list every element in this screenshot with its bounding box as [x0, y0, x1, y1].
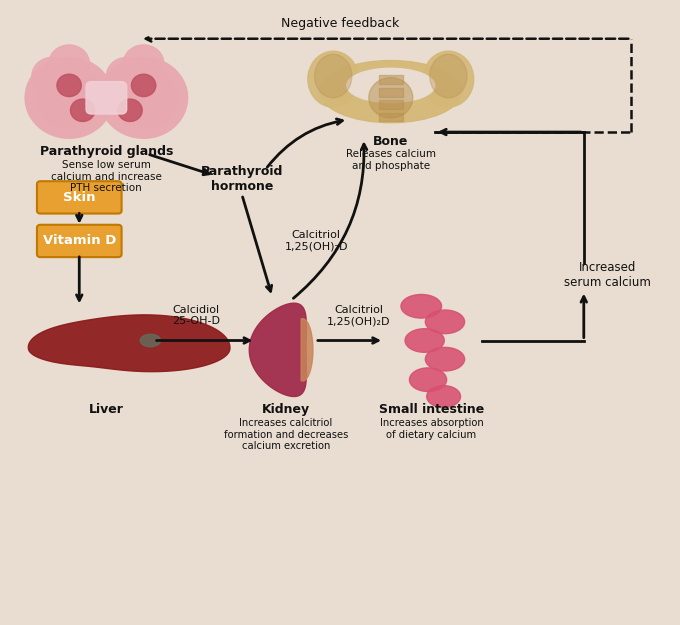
Circle shape: [71, 99, 95, 121]
Text: Releases calcium
and phosphate: Releases calcium and phosphate: [346, 149, 436, 171]
Ellipse shape: [401, 294, 441, 318]
Ellipse shape: [409, 368, 447, 391]
Bar: [379, 76, 403, 84]
Circle shape: [118, 99, 142, 121]
Ellipse shape: [140, 334, 160, 347]
Circle shape: [109, 67, 177, 129]
Circle shape: [49, 45, 90, 82]
Circle shape: [32, 58, 73, 95]
Text: Increased
serum calcium: Increased serum calcium: [564, 261, 651, 289]
Text: Parathyroid
hormone: Parathyroid hormone: [201, 165, 283, 192]
Text: Liver: Liver: [89, 402, 124, 416]
Text: Sense low serum
calcium and increase
PTH secretion: Sense low serum calcium and increase PTH…: [51, 160, 162, 193]
Circle shape: [106, 58, 147, 95]
Ellipse shape: [320, 61, 462, 122]
FancyBboxPatch shape: [37, 225, 122, 257]
Ellipse shape: [423, 51, 474, 107]
Ellipse shape: [315, 54, 352, 98]
Text: Small intestine: Small intestine: [379, 402, 484, 416]
Text: Calcidiol
25-OH-D: Calcidiol 25-OH-D: [173, 305, 220, 326]
Text: Bone: Bone: [373, 135, 409, 148]
Ellipse shape: [405, 329, 444, 352]
Text: Skin: Skin: [63, 191, 95, 204]
Text: Calcitriol
1,25(OH)₂D: Calcitriol 1,25(OH)₂D: [327, 305, 391, 326]
Circle shape: [57, 74, 82, 97]
Text: Parathyroid glands: Parathyroid glands: [39, 144, 173, 158]
Text: Increases calcitriol
formation and decreases
calcium excretion: Increases calcitriol formation and decre…: [224, 418, 348, 451]
Circle shape: [99, 58, 188, 138]
Polygon shape: [301, 319, 313, 381]
Bar: [379, 112, 403, 121]
FancyBboxPatch shape: [37, 181, 122, 214]
Text: Increases absorption
of dietary calcium: Increases absorption of dietary calcium: [379, 418, 483, 440]
Ellipse shape: [425, 348, 464, 371]
Ellipse shape: [347, 68, 435, 102]
Ellipse shape: [308, 51, 358, 107]
Ellipse shape: [425, 310, 464, 334]
Bar: [379, 88, 403, 97]
Text: Calcitriol
1,25(OH)₂D: Calcitriol 1,25(OH)₂D: [284, 230, 348, 252]
Ellipse shape: [430, 54, 467, 98]
Circle shape: [25, 58, 113, 138]
Ellipse shape: [369, 78, 413, 118]
Polygon shape: [250, 303, 307, 396]
Bar: [379, 101, 403, 109]
Ellipse shape: [426, 386, 460, 408]
Polygon shape: [29, 315, 230, 372]
Text: Kidney: Kidney: [262, 402, 310, 416]
Text: Vitamin D: Vitamin D: [43, 234, 116, 248]
FancyBboxPatch shape: [86, 82, 126, 114]
Circle shape: [131, 74, 156, 97]
Circle shape: [35, 67, 103, 129]
Text: Negative feedback: Negative feedback: [281, 17, 399, 29]
Circle shape: [123, 45, 164, 82]
